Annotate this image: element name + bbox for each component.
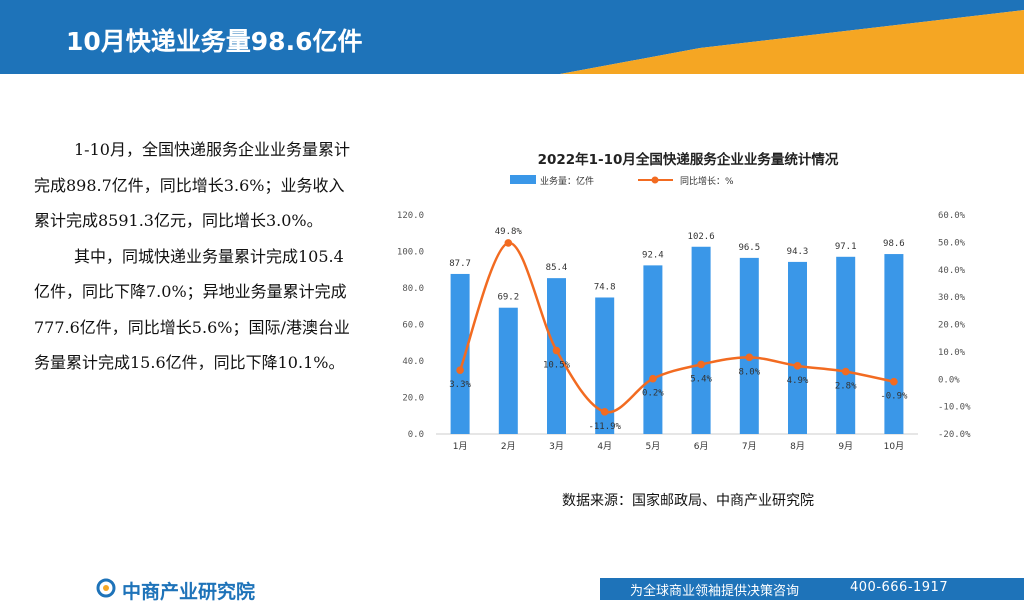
y-left-tick-label: 0.0 [408,430,424,440]
bar [836,256,856,434]
y-right-tick-label: 20.0% [938,321,966,331]
y-left-tick-label: 60.0 [402,321,424,331]
growth-data-label: 0.2% [642,389,664,399]
bar-data-label: 87.7 [449,259,471,269]
x-tick-label: 3月 [549,441,564,452]
chart-canvas: 业务量：亿件 同比增长：% 0.0 20.0 40.0 60.0 80.0 100.0 120.… [397,175,971,452]
growth-point [504,239,513,247]
y-left-tick-label: 80.0 [402,284,424,294]
growth-data-label: -11.9% [588,422,621,432]
bar [547,278,566,434]
legend-swatch-bar [510,175,536,184]
footer-phone: 400-666-1917 [850,580,949,595]
y-right-tick-label: -10.0% [938,403,971,413]
paragraph-detail: 其中，同城快递业务量累计完成105.4亿件，同比下降7.0%；异地业务量累计完成… [34,246,350,373]
growth-point [649,374,657,383]
bar [450,273,470,434]
bar-data-label: 98.6 [883,239,905,249]
bar-data-label: 69.2 [497,293,519,303]
growth-data-label: 4.9% [787,376,809,386]
footer-band: 为全球商业领袖提供决策咨询 400-666-1917 [600,578,1024,600]
y-right-tick-label: 50.0% [938,238,966,248]
growth-point [456,366,464,375]
x-tick-label: 9月 [838,441,853,452]
bar-data-label: 74.8 [594,282,616,292]
bar-data-label: 92.4 [642,250,664,260]
growth-data-label: 5.4% [690,374,712,384]
bar [595,297,615,434]
x-tick-label: 10月 [884,441,904,452]
header-banner: 10月快递业务量98.6亿件 [0,0,1024,74]
legend-label-bar: 业务量：亿件 [540,175,594,187]
growth-data-label: -0.9% [880,392,908,402]
header-band-shape [0,0,1024,74]
growth-data-label: 2.8% [835,382,857,392]
logo-text: 中商产业研究院 [122,581,256,603]
y-left-tick-label: 40.0 [402,357,424,367]
y-right-tick-label: 10.0% [938,348,966,358]
growth-point [552,346,561,355]
x-tick-label: 2月 [501,441,516,452]
chart-source: 数据来源：国家邮政局、中商产业研究院 [562,493,814,509]
chart-panel: 2022年1-10月全国快递服务企业业务量统计情况 业务量：亿件 同比增长：% 0.… [388,140,988,520]
legend-label-line: 同比增长：% [680,175,734,187]
bar [691,246,711,434]
body-text: 1-10月，全国快递服务企业业务量累计完成898.7亿件，同比增长3.6%；业务… [34,132,354,381]
bar [498,307,518,434]
x-tick-label: 1月 [453,441,468,452]
footer-slogan: 为全球商业领袖提供决策咨询 [630,584,800,599]
growth-point [697,360,705,369]
chart-title: 2022年1-10月全国快递服务企业业务量统计情况 [537,152,839,168]
bar-data-label: 97.1 [835,242,857,252]
growth-data-label: 10.5% [543,361,571,371]
x-tick-label: 4月 [597,441,612,452]
bar [643,265,663,434]
bar-data-label: 96.5 [738,243,760,253]
page-title: 10月快递业务量98.6亿件 [66,27,363,56]
bar-data-label: 102.6 [688,232,715,242]
y-right-tick-label: 30.0% [938,293,966,303]
bar-data-label: 85.4 [546,263,568,273]
paragraph-summary: 1-10月，全国快递服务企业业务量累计完成898.7亿件，同比增长3.6%；业务… [34,140,350,230]
growth-point [841,367,850,376]
x-tick-label: 6月 [694,441,709,452]
x-tick-label: 5月 [646,441,661,452]
bar-data-label: 94.3 [787,247,809,257]
y-right-tick-label: 60.0% [938,211,966,221]
growth-line [458,241,895,414]
y-left-tick-label: 120.0 [397,211,424,221]
logo-icon [96,578,116,598]
x-tick-label: 8月 [790,441,805,452]
growth-point [745,353,754,362]
bar [884,254,904,434]
growth-data-label: 8.0% [738,367,760,377]
y-right-tick-label: 0.0% [938,375,960,385]
bar [739,257,759,434]
y-left-tick-label: 20.0 [402,394,424,404]
y-right-tick-label: 40.0% [938,266,966,276]
legend-swatch-dot [651,176,659,184]
y-left-tick-label: 100.0 [397,248,424,258]
bar [788,261,807,434]
growth-point [890,377,898,386]
y-right-tick-label: -20.0% [938,430,971,440]
growth-data-label: 3.3% [449,380,471,390]
growth-data-label: 49.8% [495,227,523,237]
growth-point [600,408,609,416]
x-tick-label: 7月 [742,441,757,452]
growth-point [793,362,802,370]
